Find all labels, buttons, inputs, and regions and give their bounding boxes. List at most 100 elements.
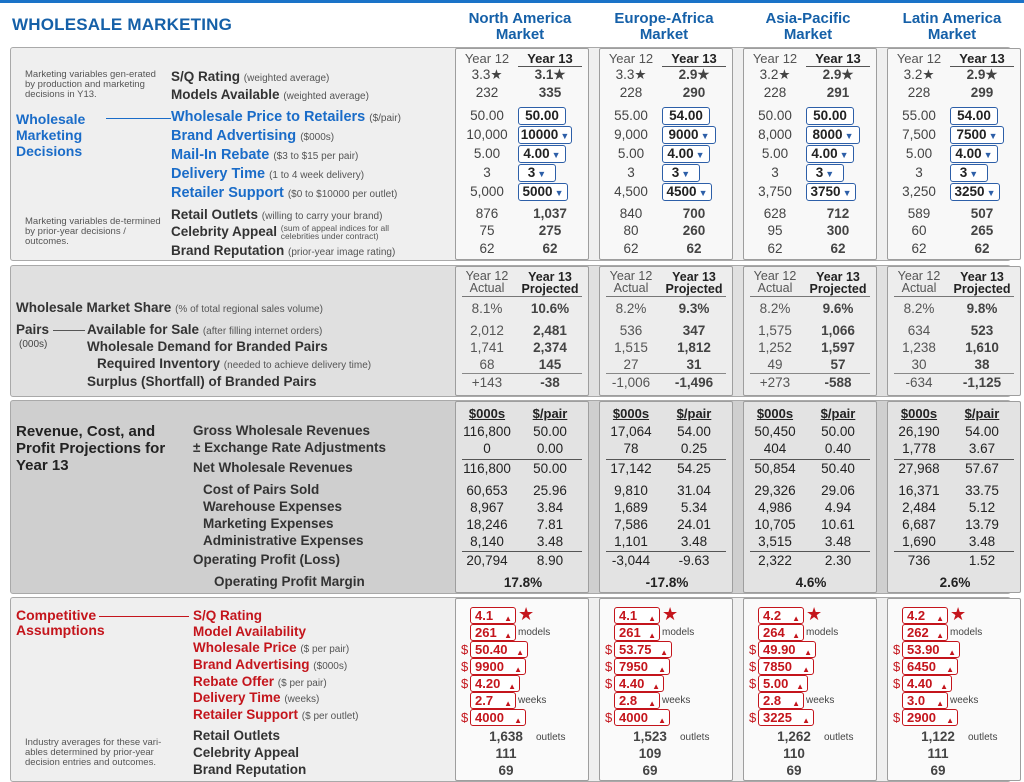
s3-value-per-pair: 29.06 [821,483,855,498]
s1-rebate-value[interactable]: 4.00 [955,146,982,161]
s1-price-value[interactable]: 50.00 [525,108,559,123]
s1-support-input[interactable]: 4500 ▼ [662,183,712,201]
s1-rebate-input[interactable]: 4.00 ▼ [518,145,566,163]
chevron-down-icon[interactable]: ▼ [698,188,708,198]
market-header-asia-pacific: Asia-Pacific Market [765,10,851,43]
year13-header: Year 13 [950,52,1014,67]
s3-value-per-pair: 3.67 [968,441,996,456]
s3-value-per-pair: 31.04 [677,483,711,498]
dollar-sign: $ [605,642,613,657]
s1-adv-value[interactable]: 7500 [956,127,987,142]
s4-market-col-1: 4.1 ▲ ★ 261 ▲ models $53.75 ▲ $7950 ▲ $4.40 ▲ 2.8 ▲ we… [599,598,733,781]
chevron-down-icon[interactable]: ▼ [842,188,852,198]
s3-value-total: 2,322 [758,553,792,568]
s1-rebate-input[interactable]: 4.00 ▼ [950,145,998,163]
s1-rebate-value[interactable]: 4.00 [811,146,838,161]
s4-celeb-value: 110 [783,746,805,761]
chevron-down-icon[interactable]: ▼ [681,169,691,179]
s1-price-value[interactable]: 54.00 [669,108,703,123]
s1-price-input[interactable]: 54.00 [950,107,998,125]
s1-support-value[interactable]: 3750 [810,184,841,199]
chevron-down-icon[interactable]: ▼ [844,131,854,141]
s1-models-y13: 291 [826,85,850,100]
dollar-sign: $ [893,642,901,657]
s3-value-total: 116,800 [463,424,511,439]
s1-delivery-y12: 3 [915,165,923,180]
s1-adv-input[interactable]: 10000 ▼ [518,126,572,144]
chevron-down-icon[interactable]: ▼ [839,150,849,160]
s1-price-value[interactable]: 50.00 [813,108,847,123]
projected-header: Year 13 Projected [806,271,870,296]
chevron-down-icon[interactable]: ▼ [537,169,547,179]
year12-header: Year 12 [608,51,654,66]
chevron-down-icon[interactable]: ▼ [695,150,705,160]
s1-delivery-value[interactable]: 3 [815,165,824,180]
s1-adv-value[interactable]: 8000 [812,127,843,142]
star-icon: ★ [518,604,535,624]
s1-rebate-value[interactable]: 4.00 [523,146,550,161]
s1-price-input[interactable]: 54.00 [662,107,710,125]
s1-price-input[interactable]: 50.00 [518,107,566,125]
s1-support-input[interactable]: 5000 ▼ [518,183,568,201]
dollar-sign: $ [461,676,469,691]
s1-delivery-input[interactable]: 3 ▼ [806,164,844,182]
s4-rebate-box: 4.40 ▲ [902,675,952,692]
s4-price-box: 53.75 ▲ [614,641,672,658]
s1-rebate-y12: 5.00 [761,146,789,161]
prior-year-variables-note: Marketing variables de-termined by prior… [25,216,161,247]
chevron-down-icon[interactable]: ▼ [700,131,710,141]
s1-delivery-input[interactable]: 3 ▼ [950,164,988,182]
dollar-sign: $ [893,710,901,725]
s1-support-value[interactable]: 4500 [666,184,697,199]
chevron-down-icon[interactable]: ▼ [988,131,998,141]
chevron-down-icon[interactable]: ▼ [825,169,835,179]
s1-support-input[interactable]: 3750 ▼ [806,183,856,201]
s2-row-label-text: Surplus (Shortfall) of Branded Pairs [87,374,317,389]
s1-adv-value[interactable]: 9000 [668,127,699,142]
year12-label: Year 12 [609,269,653,283]
s1-row-sub: ($0 to $10000 per outlet) [287,189,398,200]
chevron-down-icon[interactable]: ▼ [551,150,561,160]
s1-adv-input[interactable]: 9000 ▼ [662,126,716,144]
dollar-sign: $ [749,676,757,691]
s1-row-label-text: Celebrity Appeal [171,224,278,239]
chevron-down-icon[interactable]: ▼ [986,188,996,198]
s1-delivery-value[interactable]: 3 [671,165,680,180]
s1-rebate-input[interactable]: 4.00 ▼ [806,145,854,163]
s4-row-label-4: Rebate Offer ($ per pair) [193,674,327,689]
s1-delivery-input[interactable]: 3 ▼ [518,164,556,182]
total-rule [606,551,726,552]
chevron-down-icon[interactable]: ▼ [560,131,570,141]
s1-delivery-input[interactable]: 3 ▼ [662,164,700,182]
chevron-down-icon[interactable]: ▼ [983,150,993,160]
s2-row-sub: (after filling internet orders) [202,326,323,337]
chevron-down-icon[interactable]: ▼ [969,169,979,179]
s3-value-per-pair: 13.79 [965,517,999,532]
s4-row-label-text: Celebrity Appeal [193,745,300,760]
projected-header: Year 13 Projected [950,271,1014,296]
s4-models-value: 262 [907,625,929,640]
s1-delivery-value[interactable]: 3 [527,165,536,180]
s1-adv-value[interactable]: 10000 [520,127,559,142]
s1-row-sub: (1 to 4 week delivery) [269,170,365,181]
s1-price-value[interactable]: 54.00 [957,108,991,123]
s1-adv-input[interactable]: 7500 ▼ [950,126,1004,144]
triangle-up-icon: ▲ [936,631,944,640]
s1-support-value[interactable]: 5000 [522,184,553,199]
s3-value-total: 1,778 [902,441,936,456]
s1-rep-y13: 62 [830,241,846,256]
s1-rebate-value[interactable]: 4.00 [667,146,694,161]
chevron-down-icon[interactable]: ▼ [554,188,564,198]
s1-adv-input[interactable]: 8000 ▼ [806,126,860,144]
s2-demand-projected: 1,610 [965,340,999,355]
s1-rebate-input[interactable]: 4.00 ▼ [662,145,710,163]
s1-price-input[interactable]: 50.00 [806,107,854,125]
s4-row-label-text: Brand Reputation [193,762,307,777]
s1-support-input[interactable]: 3250 ▼ [950,183,1000,201]
s1-support-value[interactable]: 3250 [954,184,985,199]
triangle-up-icon: ▲ [648,614,656,623]
triangle-up-icon: ▲ [516,648,524,657]
s1-delivery-value[interactable]: 3 [959,165,968,180]
pairs-label: Pairs [16,322,50,337]
year13-label: Year 13 [528,270,572,284]
